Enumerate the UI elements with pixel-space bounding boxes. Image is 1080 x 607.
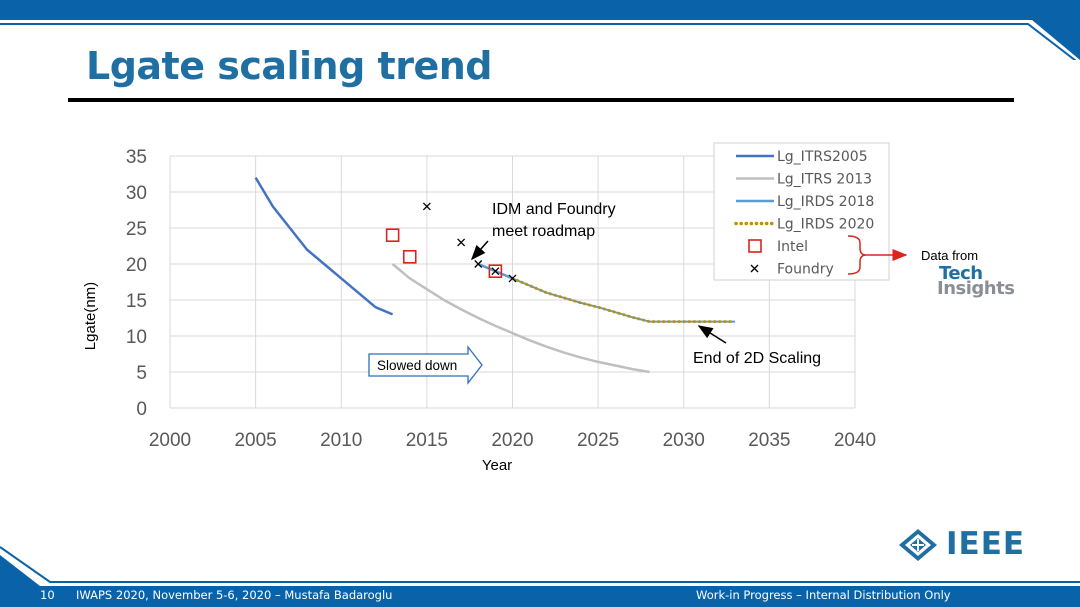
foundry-marker xyxy=(474,260,483,268)
top-banner xyxy=(0,0,1080,60)
foundry-marker xyxy=(457,238,466,247)
lg-irds-2020-line xyxy=(511,276,737,324)
legend-swatch xyxy=(750,264,759,273)
title-rule xyxy=(68,98,1014,102)
slide-title: Lgate scaling trend xyxy=(86,44,492,88)
legend-item: Lg_IRDS 2018 xyxy=(736,194,874,210)
end-2d-scaling-annotation: End of 2D Scaling xyxy=(693,325,821,367)
x-tick-label: 2025 xyxy=(577,430,619,451)
legend-item: Lg_ITRS2005 xyxy=(736,149,868,165)
x-tick-label: 2030 xyxy=(663,430,705,451)
bottom-banner xyxy=(0,546,1080,607)
x-axis-label: Year xyxy=(482,457,512,474)
legend-label: Lg_IRDS 2020 xyxy=(777,217,874,233)
data-from-label: Data from xyxy=(921,248,978,263)
idm-foundry-annotation: IDM and Foundry meet roadmap xyxy=(471,201,616,261)
x-tick-label: 2035 xyxy=(748,430,790,451)
foundry-marker xyxy=(491,267,500,276)
legend-label: Foundry xyxy=(777,262,834,278)
footer-right-text: Work-in Progress – Internal Distribution… xyxy=(696,588,951,602)
legend-item: Lg_ITRS 2013 xyxy=(736,172,872,188)
y-tick-label: 5 xyxy=(136,363,147,384)
slowed-down-callout: Slowed down xyxy=(368,345,483,385)
legend-label: Lg_ITRS 2013 xyxy=(777,172,872,188)
x-tick-label: 2040 xyxy=(834,430,876,451)
foundry-marker xyxy=(422,202,431,211)
series xyxy=(254,176,737,374)
y-tick-label: 25 xyxy=(126,219,147,240)
y-tick-label: 10 xyxy=(126,327,147,348)
x-tick-label: 2020 xyxy=(491,430,533,451)
legend-label: Lg_ITRS2005 xyxy=(777,149,868,165)
y-tick-label: 35 xyxy=(126,147,147,168)
page-number: 10 xyxy=(40,588,55,602)
techinsights-logo: Tech Insights xyxy=(937,263,1015,299)
y-tick-label: 30 xyxy=(126,183,147,204)
ieee-logo-text: IEEE xyxy=(946,526,1026,562)
idm-annotation-line2: meet roadmap xyxy=(492,223,595,240)
legend-swatch xyxy=(748,239,762,253)
intel-marker xyxy=(402,250,417,264)
y-tick-label: 20 xyxy=(126,255,147,276)
legend-item: Lg_IRDS 2020 xyxy=(734,217,874,233)
slowed-down-text: Slowed down xyxy=(377,358,457,373)
idm-annotation-line1: IDM and Foundry xyxy=(492,201,616,218)
x-tick-label: 2000 xyxy=(149,430,191,451)
foundry-marker xyxy=(508,274,517,283)
data-source-pointer: Data from xyxy=(847,235,978,275)
intel-marker xyxy=(385,228,400,242)
ieee-logo-icon xyxy=(899,529,937,561)
footer-left-text: IWAPS 2020, November 5-6, 2020 – Mustafa… xyxy=(76,588,393,602)
y-tick-label: 15 xyxy=(126,291,147,312)
x-tick-label: 2005 xyxy=(234,430,276,451)
x-tick-label: 2015 xyxy=(406,430,448,451)
intel-marker xyxy=(488,264,503,279)
legend-item: Foundry xyxy=(750,262,834,278)
legend-label: Intel xyxy=(777,239,808,255)
y-axis-label: Lgate(nm) xyxy=(82,282,99,350)
legend-item: Intel xyxy=(748,239,808,255)
lg-itrs2005-line xyxy=(254,176,394,316)
x-tick-label: 2010 xyxy=(320,430,362,451)
y-tick-label: 0 xyxy=(136,399,147,420)
end-2d-scaling-text: End of 2D Scaling xyxy=(693,350,821,367)
lg-itrs-2013-line xyxy=(391,263,650,374)
legend-label: Lg_IRDS 2018 xyxy=(777,194,874,210)
chart-legend: Lg_ITRS2005 Lg_ITRS 2013 Lg_IRDS 2018 Lg_IR… xyxy=(713,142,890,281)
